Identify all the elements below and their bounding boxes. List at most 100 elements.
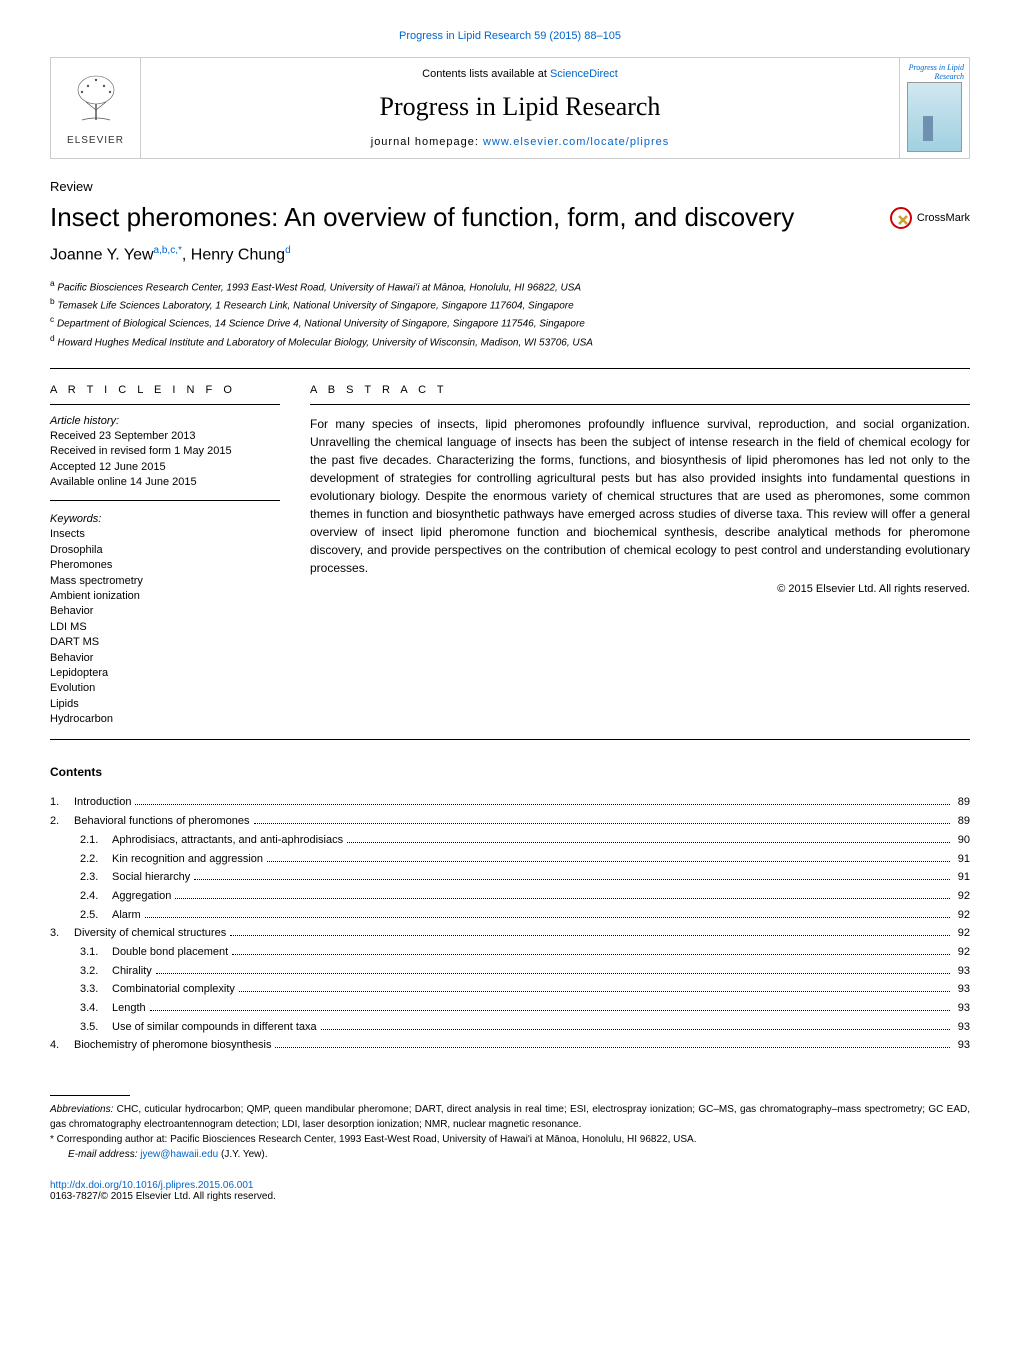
- toc-page: 90: [954, 831, 970, 850]
- corresponding-line: * Corresponding author at: Pacific Biosc…: [50, 1132, 970, 1147]
- toc-page: 89: [954, 812, 970, 831]
- toc-title: Kin recognition and aggression: [112, 850, 263, 869]
- toc-dots: [150, 1010, 950, 1011]
- affiliation-line: a Pacific Biosciences Research Center, 1…: [50, 277, 970, 295]
- toc-row[interactable]: 2.2.Kin recognition and aggression91: [50, 850, 970, 869]
- history-line: Received in revised form 1 May 2015: [50, 444, 280, 459]
- toc-row[interactable]: 2.5.Alarm92: [50, 906, 970, 925]
- toc-number: 2.3.: [80, 868, 112, 887]
- history-lines: Received 23 September 2013Received in re…: [50, 429, 280, 502]
- toc-row[interactable]: 4.Biochemistry of pheromone biosynthesis…: [50, 1036, 970, 1055]
- keyword-item: Mass spectrometry: [50, 574, 280, 589]
- toc-dots: [230, 935, 950, 936]
- toc-row[interactable]: 3.2.Chirality 93: [50, 962, 970, 981]
- elsevier-tree-icon: [66, 70, 126, 130]
- toc-dots: [194, 879, 949, 880]
- abbreviations-line: Abbreviations: CHC, cuticular hydrocarbo…: [50, 1102, 970, 1132]
- footnotes-separator: [50, 1095, 130, 1096]
- affiliation-line: b Temasek Life Sciences Laboratory, 1 Re…: [50, 295, 970, 313]
- contents-lists-line: Contents lists available at ScienceDirec…: [151, 68, 889, 80]
- toc-title: Behavioral functions of pheromones: [74, 812, 250, 831]
- toc-number: 1.: [50, 793, 74, 812]
- toc-number: 3.3.: [80, 980, 112, 999]
- toc-title: Use of similar compounds in different ta…: [112, 1018, 317, 1037]
- toc-row[interactable]: 2.Behavioral functions of pheromones 89: [50, 812, 970, 831]
- homepage-link[interactable]: www.elsevier.com/locate/plipres: [483, 136, 669, 148]
- separator: [50, 739, 970, 740]
- toc-dots: [135, 804, 949, 805]
- toc-dots: [175, 898, 949, 899]
- toc-dots: [232, 954, 950, 955]
- crossmark-label: CrossMark: [917, 212, 970, 224]
- toc-page: 93: [954, 1036, 970, 1055]
- elsevier-text: ELSEVIER: [67, 135, 124, 146]
- email-suffix: (J.Y. Yew).: [218, 1149, 267, 1160]
- toc-number: 3.4.: [80, 999, 112, 1018]
- corr-text: Corresponding author at: Pacific Bioscie…: [54, 1134, 697, 1145]
- article-info-heading: A R T I C L E I N F O: [50, 384, 280, 405]
- toc-number: 2.4.: [80, 887, 112, 906]
- sciencedirect-link[interactable]: ScienceDirect: [550, 68, 618, 80]
- header-citation: Progress in Lipid Research 59 (2015) 88–…: [50, 30, 970, 42]
- affiliation-line: d Howard Hughes Medical Institute and La…: [50, 332, 970, 350]
- email-link[interactable]: jyew@hawaii.edu: [140, 1149, 218, 1160]
- toc-row[interactable]: 2.1.Aphrodisiacs, attractants, and anti-…: [50, 831, 970, 850]
- doi-block: http://dx.doi.org/10.1016/j.plipres.2015…: [50, 1180, 970, 1202]
- toc-dots: [254, 823, 950, 824]
- toc-row[interactable]: 2.4.Aggregation92: [50, 887, 970, 906]
- toc-page: 93: [954, 980, 970, 999]
- citation-link[interactable]: Progress in Lipid Research 59 (2015) 88–…: [399, 30, 621, 42]
- toc-page: 93: [954, 962, 970, 981]
- authors: Joanne Y. Yewa,b,c,*, Henry Chungd: [50, 245, 970, 264]
- toc-page: 92: [954, 906, 970, 925]
- toc-dots: [156, 973, 950, 974]
- toc-dots: [347, 842, 950, 843]
- toc-number: 2.2.: [80, 850, 112, 869]
- history-line: Received 23 September 2013: [50, 429, 280, 444]
- cover-thumbnail-icon: [907, 82, 962, 152]
- toc-row[interactable]: 3.1.Double bond placement92: [50, 943, 970, 962]
- toc-number: 3.2.: [80, 962, 112, 981]
- toc-page: 92: [954, 943, 970, 962]
- toc-number: 2.: [50, 812, 74, 831]
- toc-dots: [239, 991, 950, 992]
- toc-row[interactable]: 2.3.Social hierarchy 91: [50, 868, 970, 887]
- cover-label: Progress in Lipid Research: [905, 64, 964, 82]
- table-of-contents: 1.Introduction892.Behavioral functions o…: [50, 793, 970, 1055]
- abstract-heading: A B S T R A C T: [310, 384, 970, 405]
- toc-title: Alarm: [112, 906, 141, 925]
- keyword-item: Hydrocarbon: [50, 712, 280, 727]
- toc-row[interactable]: 1.Introduction89: [50, 793, 970, 812]
- toc-title: Combinatorial complexity: [112, 980, 235, 999]
- toc-dots: [267, 861, 950, 862]
- keyword-item: Pheromones: [50, 558, 280, 573]
- footnotes: Abbreviations: CHC, cuticular hydrocarbo…: [50, 1095, 970, 1162]
- toc-page: 91: [954, 868, 970, 887]
- toc-number: 3.: [50, 924, 74, 943]
- crossmark-badge[interactable]: CrossMark: [890, 207, 970, 229]
- keyword-item: Behavior: [50, 651, 280, 666]
- history-label: Article history:: [50, 415, 280, 427]
- toc-title: Social hierarchy: [112, 868, 190, 887]
- abbreviations-text: CHC, cuticular hydrocarbon; QMP, queen m…: [50, 1104, 970, 1130]
- toc-row[interactable]: 3.3.Combinatorial complexity 93: [50, 980, 970, 999]
- toc-page: 92: [954, 924, 970, 943]
- keyword-item: LDI MS: [50, 620, 280, 635]
- toc-title: Chirality: [112, 962, 152, 981]
- toc-number: 2.1.: [80, 831, 112, 850]
- doi-link[interactable]: http://dx.doi.org/10.1016/j.plipres.2015…: [50, 1180, 253, 1191]
- toc-dots: [275, 1047, 949, 1048]
- toc-row[interactable]: 3.4.Length93: [50, 999, 970, 1018]
- journal-center: Contents lists available at ScienceDirec…: [141, 58, 899, 158]
- email-line: E-mail address: jyew@hawaii.edu (J.Y. Ye…: [50, 1147, 970, 1162]
- toc-title: Aphrodisiacs, attractants, and anti-aphr…: [112, 831, 343, 850]
- toc-number: 3.1.: [80, 943, 112, 962]
- toc-number: 4.: [50, 1036, 74, 1055]
- toc-row[interactable]: 3.Diversity of chemical structures92: [50, 924, 970, 943]
- abstract-text: For many species of insects, lipid phero…: [310, 415, 970, 577]
- toc-page: 89: [954, 793, 970, 812]
- email-label: E-mail address:: [68, 1149, 140, 1160]
- toc-dots: [145, 917, 950, 918]
- toc-row[interactable]: 3.5.Use of similar compounds in differen…: [50, 1018, 970, 1037]
- keyword-item: Lipids: [50, 697, 280, 712]
